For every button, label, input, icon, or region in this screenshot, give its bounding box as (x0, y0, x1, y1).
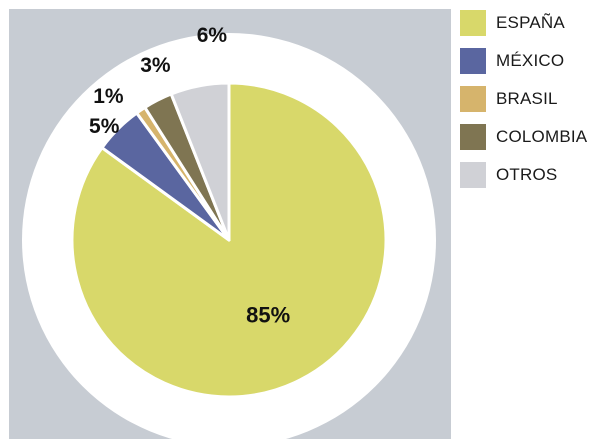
pie-label-espana: 85% (246, 303, 290, 328)
pie-label-colombia: 3% (140, 54, 171, 77)
pie-slices (70, 81, 388, 399)
legend-item-colombia: COLOMBIA (460, 124, 587, 150)
legend: ESPAÑA MÉXICO BRASIL COLOMBIA OTROS (460, 10, 587, 200)
legend-swatch-otros (460, 162, 486, 188)
legend-swatch-colombia (460, 124, 486, 150)
legend-label-mexico: MÉXICO (496, 51, 565, 70)
legend-label-colombia: COLOMBIA (496, 127, 588, 146)
legend-item-otros: OTROS (460, 162, 587, 188)
legend-label-espana: ESPAÑA (496, 13, 565, 32)
legend-item-brasil: BRASIL (460, 86, 587, 112)
pie-chart: 85% 5% 1% 3% 6% (70, 24, 388, 399)
pie-label-brasil: 1% (93, 85, 124, 108)
legend-label-otros: OTROS (496, 165, 558, 184)
pie-slice-labels: 85% 5% 1% 3% 6% (89, 24, 290, 328)
legend-swatch-mexico (460, 48, 486, 74)
legend-swatch-espana (460, 10, 486, 36)
pie-slice-otros (169, 81, 231, 242)
legend-swatch-brasil (460, 86, 486, 112)
pie-label-mexico: 5% (89, 115, 120, 138)
legend-item-mexico: MÉXICO (460, 48, 587, 74)
legend-label-brasil: BRASIL (496, 89, 558, 108)
legend-item-espana: ESPAÑA (460, 10, 587, 36)
pie-label-otros: 6% (197, 24, 228, 47)
